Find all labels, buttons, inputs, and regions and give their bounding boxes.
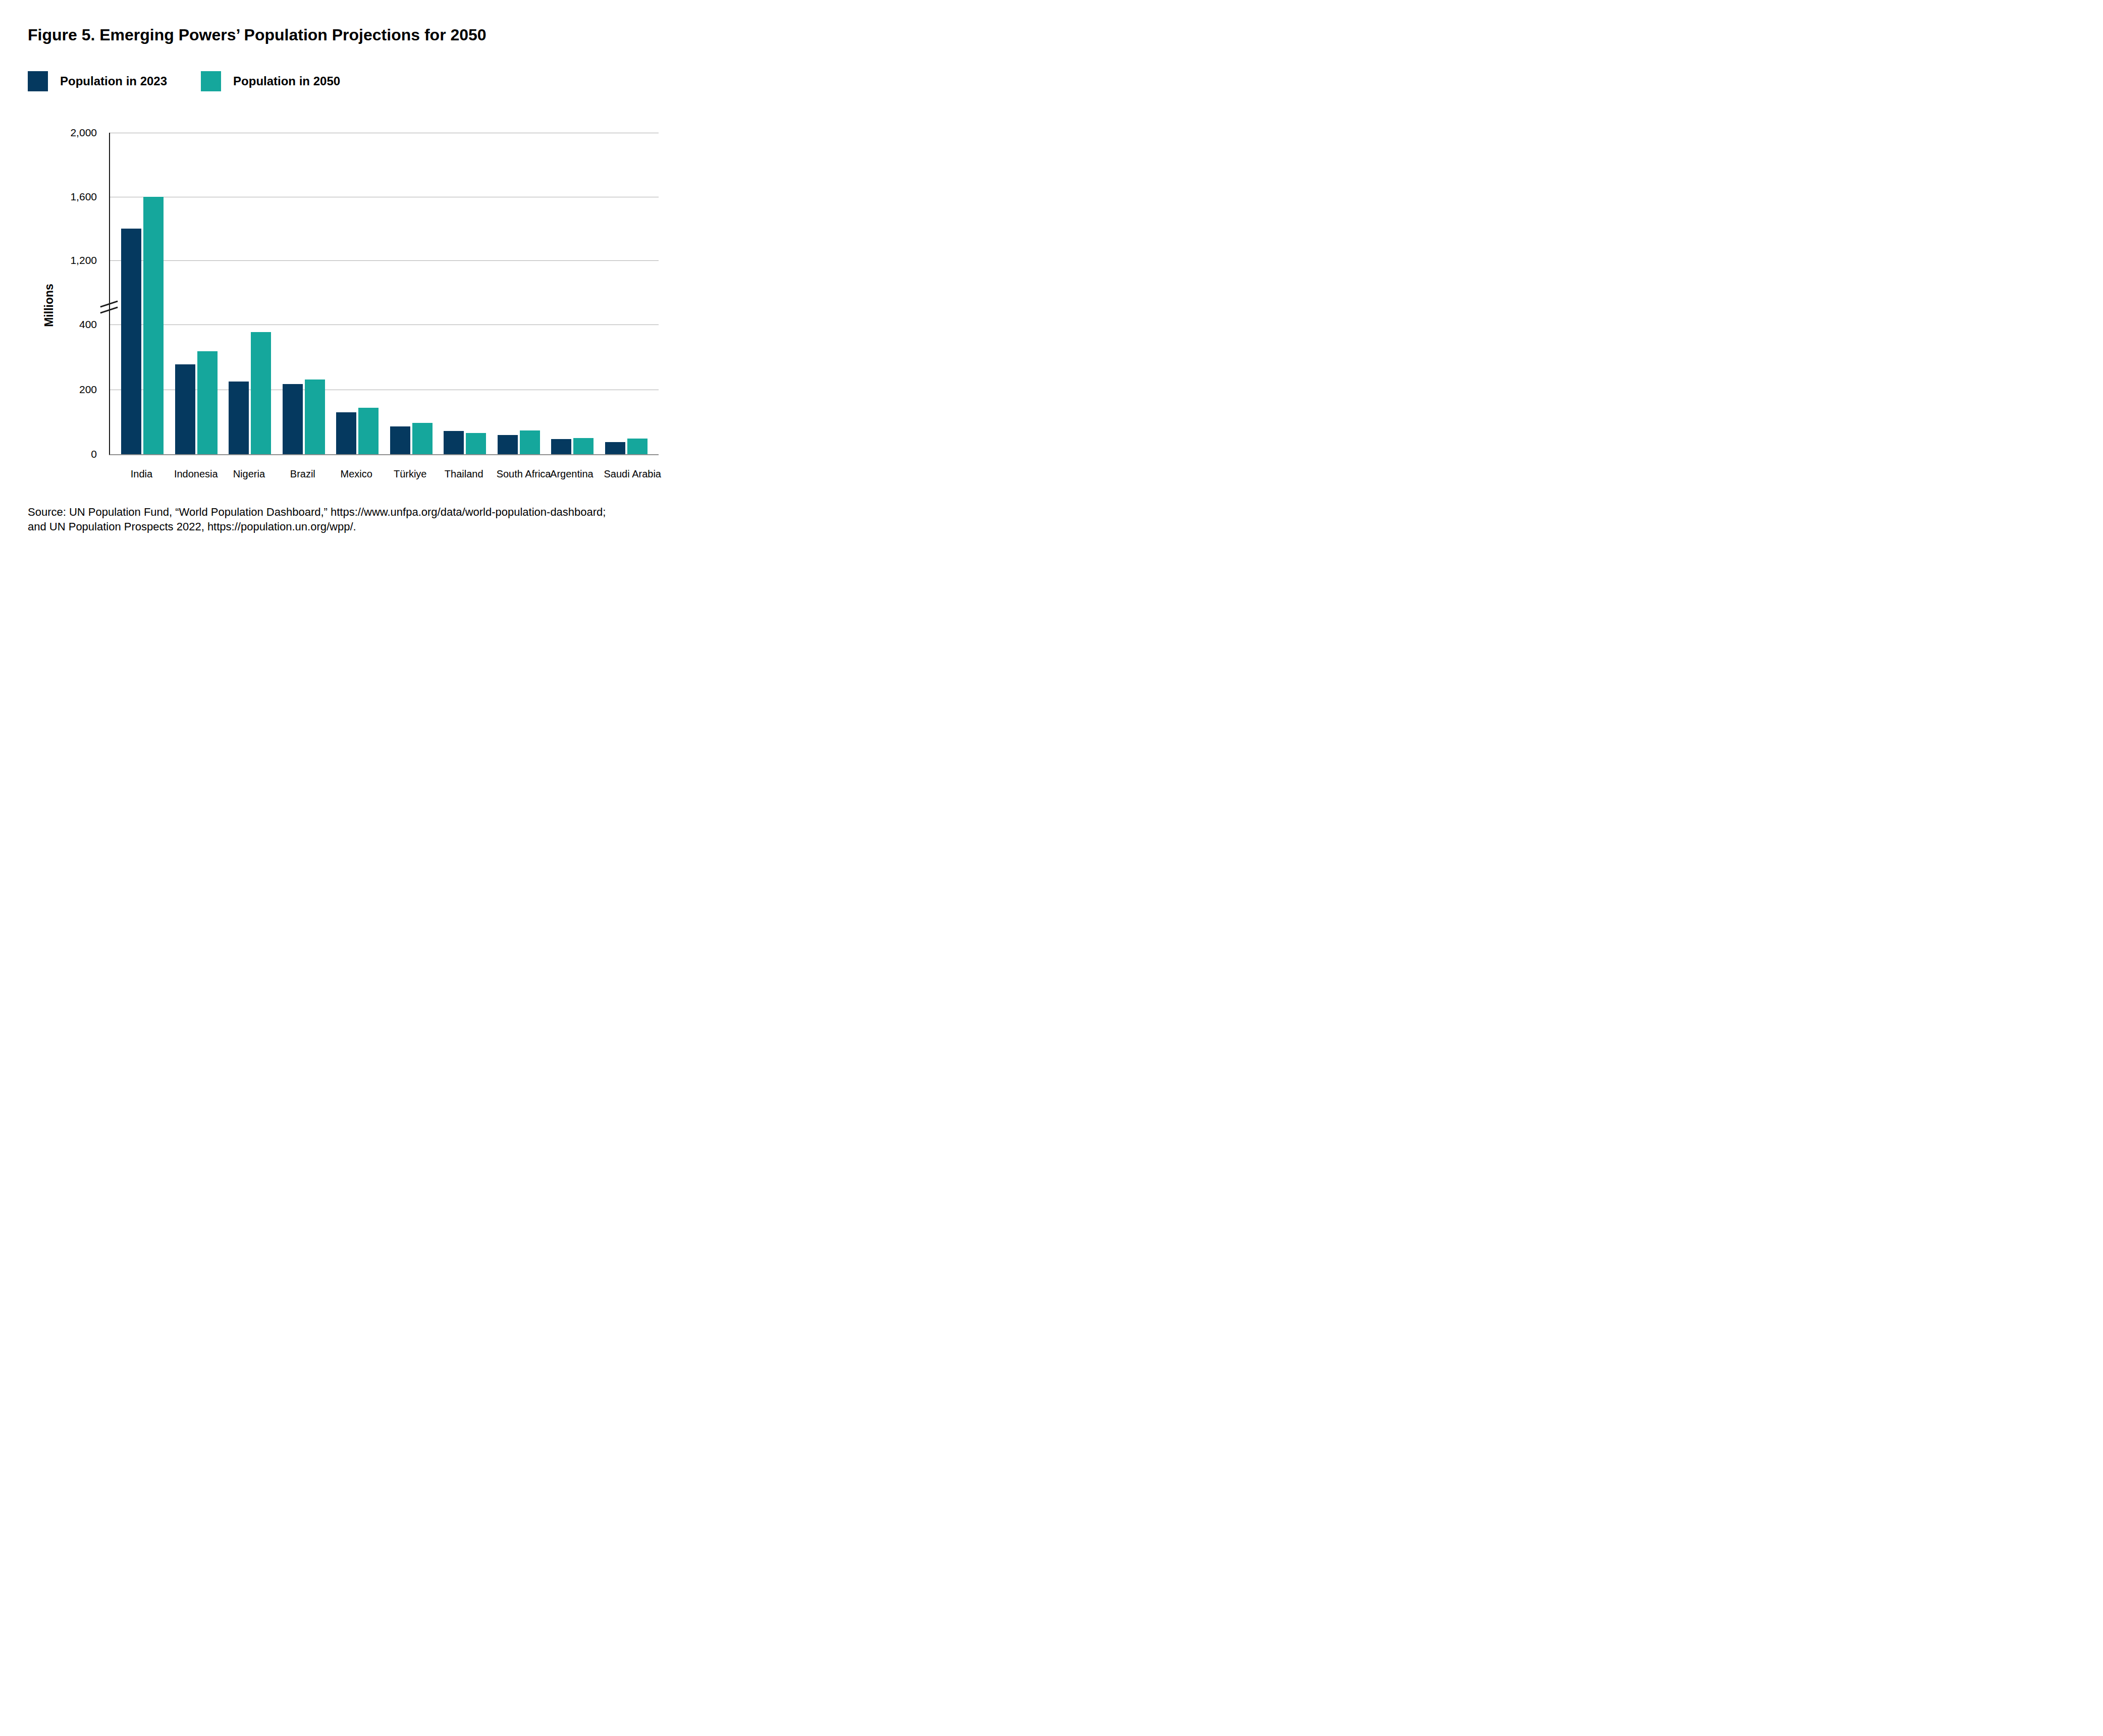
- legend-label: Population in 2023: [60, 74, 167, 88]
- bar-group-thailand: [444, 431, 486, 454]
- bar-nigeria-population-in-2050: [251, 332, 271, 454]
- x-axis-label-india: India: [120, 468, 163, 480]
- bar-nigeria-population-in-2023: [229, 382, 249, 454]
- x-axis-label-south-africa: South Africa: [497, 468, 539, 480]
- bar-group-t-rkiye: [390, 423, 433, 454]
- x-axis-label-argentina: Argentina: [550, 468, 592, 480]
- bar-group-brazil: [283, 379, 325, 454]
- figure-page: Figure 5. Emerging Powers’ Population Pr…: [0, 0, 701, 579]
- bar-india-population-in-2023: [121, 229, 141, 454]
- y-tick-label-0: 0: [0, 448, 97, 461]
- y-tick-label-200: 200: [0, 383, 97, 396]
- bar-south-africa-population-in-2050: [520, 430, 540, 454]
- y-tick-label-400: 400: [0, 318, 97, 331]
- x-axis-label-nigeria: Nigeria: [228, 468, 270, 480]
- bar-indonesia-population-in-2023: [175, 364, 195, 454]
- bar-group-indonesia: [175, 351, 218, 454]
- bar-thailand-population-in-2050: [466, 433, 486, 454]
- x-axis-label-t-rkiye: Türkiye: [389, 468, 432, 480]
- bar-t-rkiye-population-in-2023: [390, 426, 410, 454]
- legend-swatch-population-in-2050: [201, 71, 221, 91]
- x-axis-label-saudi-arabia: Saudi Arabia: [604, 468, 646, 480]
- y-tick-label-2000: 2,000: [0, 126, 97, 139]
- bar-group-argentina: [551, 438, 594, 454]
- x-axis-label-indonesia: Indonesia: [174, 468, 217, 480]
- bar-brazil-population-in-2050: [305, 379, 325, 454]
- bar-saudi-arabia-population-in-2050: [627, 439, 648, 454]
- bar-t-rkiye-population-in-2050: [412, 423, 433, 454]
- y-tick-label-1200: 1,200: [0, 254, 97, 267]
- bar-mexico-population-in-2050: [358, 408, 379, 455]
- chart-legend: Population in 2023 Population in 2050: [28, 71, 340, 92]
- bar-argentina-population-in-2023: [551, 439, 571, 454]
- x-axis-label-brazil: Brazil: [282, 468, 324, 480]
- y-tick-label-1600: 1,600: [0, 190, 97, 203]
- legend-label: Population in 2050: [233, 74, 340, 88]
- bar-thailand-population-in-2023: [444, 431, 464, 454]
- x-axis-label-thailand: Thailand: [443, 468, 485, 480]
- bar-group-nigeria: [229, 332, 271, 454]
- bar-south-africa-population-in-2023: [498, 435, 518, 455]
- bar-indonesia-population-in-2050: [197, 351, 218, 454]
- bar-argentina-population-in-2050: [573, 438, 594, 454]
- figure-title: Figure 5. Emerging Powers’ Population Pr…: [28, 26, 487, 44]
- bar-group-south-africa: [498, 430, 540, 454]
- bar-group-saudi-arabia: [605, 439, 648, 454]
- x-axis-labels: India Indonesia Nigeria Brazil Mexico Türkiye…: [109, 468, 658, 480]
- bar-group-mexico: [336, 408, 379, 455]
- source-line-2: and UN Population Prospects 2022, https:…: [28, 520, 356, 533]
- bars-layer: [110, 133, 659, 454]
- legend-item-population-in-2050: Population in 2050: [201, 71, 340, 91]
- plot-area: [109, 133, 659, 455]
- bar-brazil-population-in-2023: [283, 384, 303, 454]
- legend-item-population-in-2023: Population in 2023: [28, 71, 167, 91]
- bar-saudi-arabia-population-in-2023: [605, 442, 625, 454]
- y-axis-tick-labels: 02004001,2001,6002,000: [0, 133, 97, 454]
- bar-india-population-in-2050: [143, 197, 164, 455]
- legend-swatch-population-in-2023: [28, 71, 48, 91]
- bar-mexico-population-in-2023: [336, 412, 356, 454]
- source-note: Source: UN Population Fund, “World Popul…: [28, 505, 684, 534]
- x-axis-label-mexico: Mexico: [335, 468, 378, 480]
- bar-group-india: [121, 197, 164, 455]
- source-line-1: Source: UN Population Fund, “World Popul…: [28, 506, 606, 518]
